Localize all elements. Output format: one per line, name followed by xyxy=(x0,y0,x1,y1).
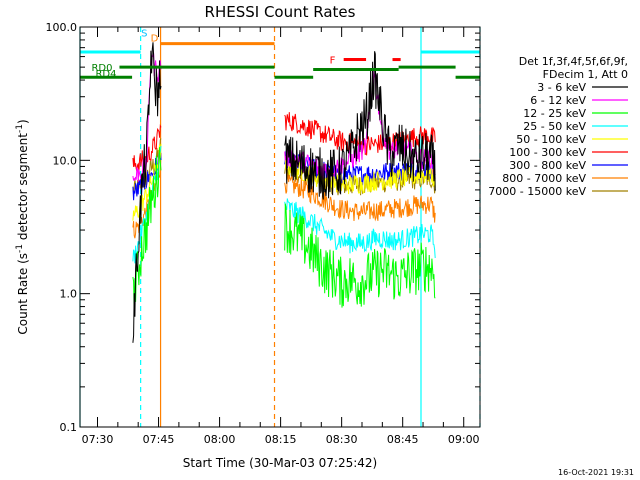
state-label-rd0: RD0 xyxy=(91,63,112,74)
x-axis: 07:30 07:45 08:00 08:15 08:30 08:45 09:00 xyxy=(82,27,480,446)
legend-label: 25 - 50 keV xyxy=(523,120,586,133)
y-axis-label-part1: Count Rate (s xyxy=(16,253,30,335)
y-tick-label: 0.1 xyxy=(60,421,78,434)
y-axis-label-part3: ) xyxy=(16,119,30,124)
state-label-rd4: RD4 xyxy=(95,69,116,80)
chart-title: RHESSI Count Rates xyxy=(205,3,356,21)
x-tick-label: 08:30 xyxy=(326,433,358,446)
legend-label: 3 - 6 keV xyxy=(537,81,586,94)
x-tick-label: 09:00 xyxy=(448,433,480,446)
x-tick-label: 08:00 xyxy=(204,433,236,446)
legend-header-line1: Det 1f,3f,4f,5f,6f,9f, xyxy=(519,55,628,68)
marker-label-d: D xyxy=(151,33,159,44)
x-axis-label: Start Time (30-Mar-03 07:25:42) xyxy=(183,456,377,470)
plot-frame xyxy=(79,26,481,428)
legend-label: 100 - 300 keV xyxy=(509,146,586,159)
y-tick-label: 1.0 xyxy=(60,288,78,301)
timestamp: 16-Oct-2021 19:31 xyxy=(558,468,634,477)
legend: Det 1f,3f,4f,5f,6f,9f, FDecim 1, Att 0 3… xyxy=(488,55,628,198)
series-line-segment xyxy=(284,198,436,259)
y-tick-label: 10.0 xyxy=(53,154,78,167)
y-axis: 0.1 1.0 10.0 100.0 xyxy=(46,21,480,434)
series-line-segment xyxy=(284,203,436,308)
legend-label: 12 - 25 keV xyxy=(523,107,586,120)
y-axis-label-exp2: -1 xyxy=(15,124,25,133)
legend-header-line2: FDecim 1, Att 0 xyxy=(543,68,628,81)
y-axis-label: Count Rate (s-1 detector segment-1) xyxy=(15,119,30,334)
legend-label: 50 - 100 keV xyxy=(516,133,586,146)
y-tick-label: 100.0 xyxy=(46,21,78,34)
x-tick-label: 07:30 xyxy=(82,433,114,446)
legend-label: 6 - 12 keV xyxy=(530,94,586,107)
legend-label: 800 - 7000 keV xyxy=(502,172,586,185)
x-tick-label: 08:45 xyxy=(387,433,419,446)
series-line-segment xyxy=(284,51,436,200)
marker-label-s: S xyxy=(141,28,147,39)
x-tick-label: 07:45 xyxy=(143,433,175,446)
legend-label: 7000 - 15000 keV xyxy=(488,185,586,198)
y-axis-label-exp1: -1 xyxy=(15,244,25,253)
series-line-segment xyxy=(132,147,162,316)
series-12-25-kev xyxy=(132,147,436,316)
y-axis-label-part2: detector segment xyxy=(16,133,30,244)
state-label-flare: F xyxy=(330,56,336,67)
legend-label: 300 - 800 keV xyxy=(509,159,586,172)
x-tick-label: 08:15 xyxy=(265,433,297,446)
series-line-segment xyxy=(284,173,436,223)
